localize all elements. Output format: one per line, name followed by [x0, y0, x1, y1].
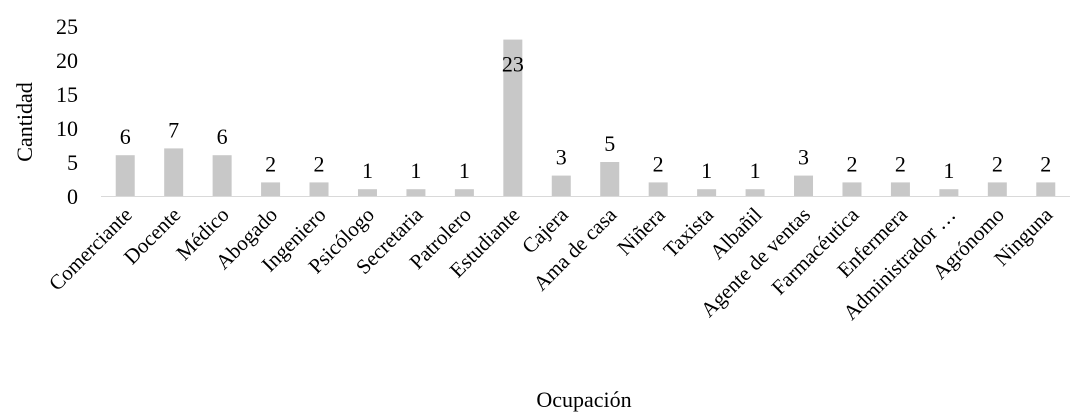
data-label: 6: [217, 124, 228, 149]
data-label: 2: [653, 151, 664, 176]
bar: [842, 182, 862, 196]
data-label: 6: [120, 124, 131, 149]
y-axis-title: Cantidad: [12, 82, 37, 161]
y-tick-label: 0: [67, 184, 78, 209]
data-label: 3: [556, 145, 567, 170]
data-label: 1: [750, 158, 761, 183]
data-label: 5: [604, 131, 615, 156]
data-label: 1: [362, 158, 373, 183]
bar: [212, 155, 232, 196]
data-label: 3: [798, 145, 809, 170]
bar: [697, 189, 717, 196]
data-labels: 6 7 6 2 2 1 1 1 23 3 5 2 1 1 3 2 2 1 2 2: [120, 52, 1052, 184]
data-label: 23: [502, 52, 524, 77]
bar: [987, 182, 1007, 196]
y-tick-label: 20: [56, 48, 78, 73]
bars: [115, 39, 1056, 196]
bar: [939, 189, 959, 196]
category-label: Niñera: [612, 202, 670, 260]
y-tick-label: 25: [56, 14, 78, 39]
bar: [406, 189, 426, 196]
y-tick-label: 10: [56, 116, 78, 141]
data-label: 2: [992, 151, 1003, 176]
category-labels: ComercianteDocenteMédicoAbogadoIngeniero…: [44, 202, 1058, 325]
data-label: 1: [701, 158, 712, 183]
bar: [503, 39, 523, 196]
bar: [648, 182, 668, 196]
bar: [551, 175, 571, 196]
bar: [890, 182, 910, 196]
x-axis-title: Ocupación: [536, 387, 631, 412]
category-label: Taxista: [659, 202, 719, 262]
bar: [357, 189, 377, 196]
data-label: 1: [459, 158, 470, 183]
data-label: 2: [895, 151, 906, 176]
data-label: 2: [265, 151, 276, 176]
bar: [600, 162, 620, 196]
bar: [261, 182, 281, 196]
data-label: 1: [410, 158, 421, 183]
bar: [745, 189, 765, 196]
y-tick-label: 5: [67, 150, 78, 175]
data-label: 1: [943, 158, 954, 183]
bar: [1036, 182, 1056, 196]
bar: [794, 175, 814, 196]
data-label: 2: [846, 151, 857, 176]
data-label: 2: [314, 151, 325, 176]
bar: [309, 182, 329, 196]
data-label: 7: [168, 117, 179, 142]
y-tick-label: 15: [56, 82, 78, 107]
bar: [164, 148, 184, 196]
data-label: 2: [1040, 151, 1051, 176]
bar: [115, 155, 135, 196]
bar: [454, 189, 474, 196]
y-axis-ticks: 0 5 10 15 20 25: [56, 14, 78, 209]
